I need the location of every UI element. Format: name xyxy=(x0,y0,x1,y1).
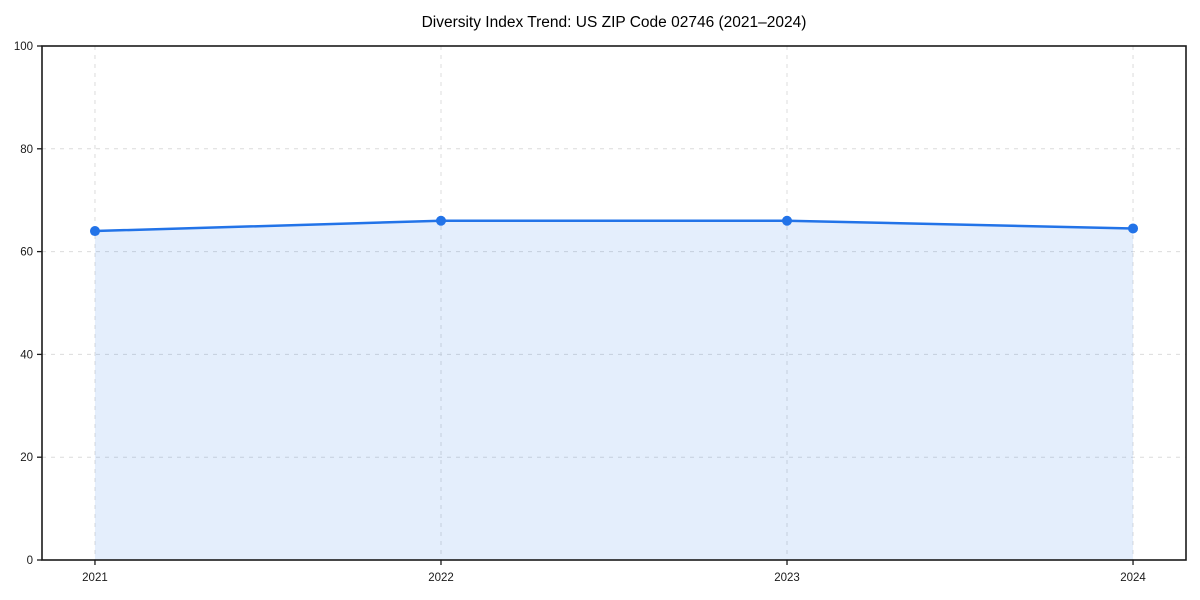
x-tick-label: 2023 xyxy=(774,572,800,584)
data-point-marker xyxy=(435,215,446,226)
area-fill xyxy=(94,220,1134,560)
tick-layer: 0 20 40 60 80 100 2021 2022 2023 2024 xyxy=(14,41,1147,584)
data-point-marker xyxy=(89,226,100,237)
chart-title: Diversity Index Trend: US ZIP Code 02746… xyxy=(422,14,807,31)
y-tick-label: 80 xyxy=(20,144,33,156)
y-tick-label: 0 xyxy=(27,555,33,567)
frame-layer xyxy=(41,45,1187,561)
series-layer xyxy=(89,215,1139,560)
x-tick-label: 2022 xyxy=(428,572,454,584)
y-tick-label: 100 xyxy=(14,41,33,53)
data-point-marker xyxy=(782,215,793,226)
y-tick-label: 20 xyxy=(20,452,33,464)
y-tick-label: 40 xyxy=(20,349,33,361)
data-point-marker xyxy=(1128,223,1139,234)
x-tick-label: 2024 xyxy=(1120,572,1146,584)
y-tick-label: 60 xyxy=(20,247,33,259)
trend-line xyxy=(93,219,1135,233)
x-tick-label: 2021 xyxy=(82,572,108,584)
plot-border xyxy=(41,45,1187,561)
